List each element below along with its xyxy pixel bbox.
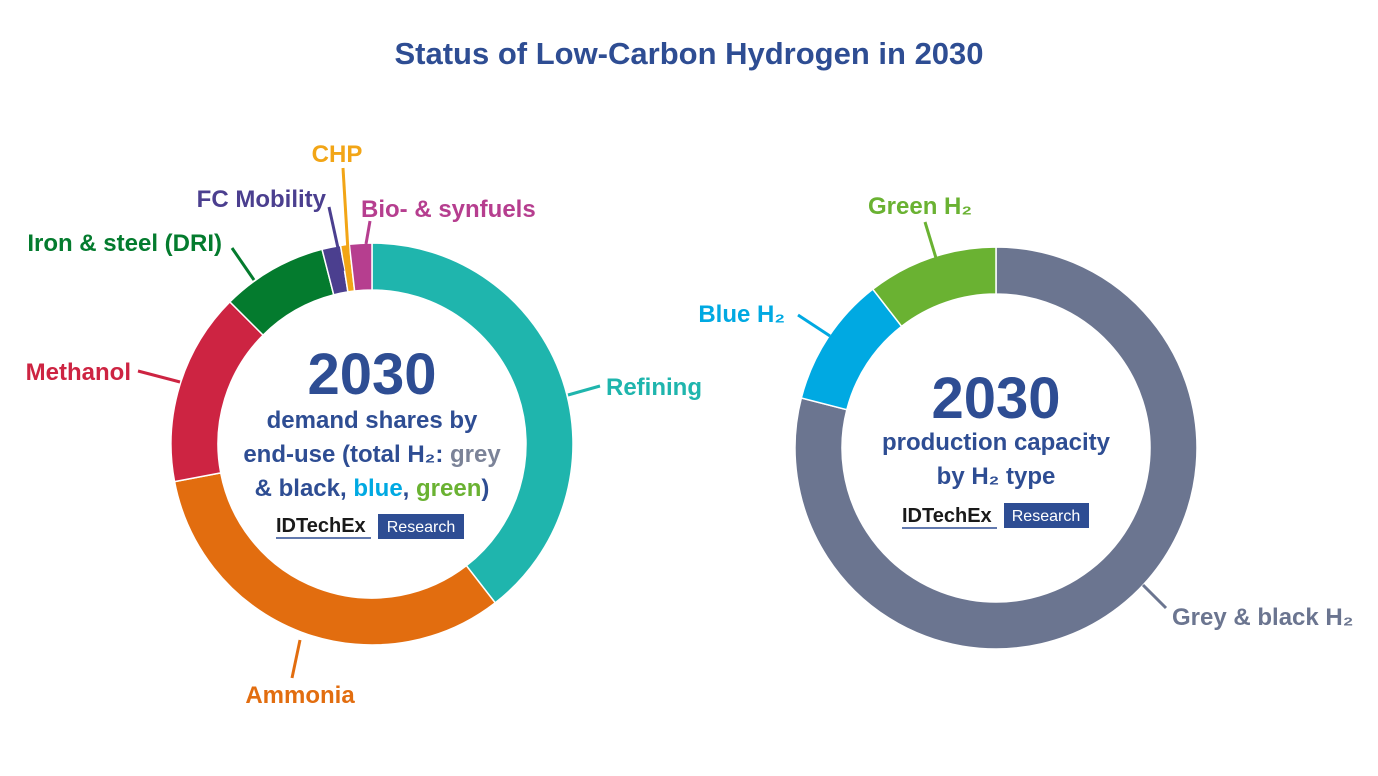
chart2-brand-logo: IDTechEx Research — [902, 503, 1089, 529]
chart1-center-line-3-suffix: ) — [481, 475, 489, 502]
chart1-leader-bio-synfuels — [364, 220, 372, 245]
chart2-leader-green-h — [923, 221, 938, 259]
chart1-brand-logo: IDTechEx Research — [276, 514, 464, 539]
chart1-center-green-word: green — [416, 475, 481, 502]
chart1-center-grey-word: grey — [450, 441, 501, 468]
chart1-leader-refining — [567, 384, 601, 397]
chart2-leader-blue-h — [797, 313, 831, 338]
chart1-label-methanol: Methanol — [26, 359, 131, 386]
chart2-brand-box — [1004, 503, 1089, 528]
chart1-slice-refining — [371, 242, 574, 604]
chart1-label-refining: Refining — [606, 374, 702, 401]
chart2-label-green-h: Green H₂ — [868, 193, 972, 220]
chart2-leader-grey-black-h — [1141, 583, 1168, 610]
chart2-label-blue-h: Blue H₂ — [698, 301, 785, 328]
chart1-leader-ammonia — [290, 639, 302, 679]
chart1-center-line-3: & black, blue, green) — [255, 475, 490, 502]
chart1-brand-box — [378, 514, 464, 539]
chart1-center-line-2a: end-use (total H₂: — [243, 441, 450, 468]
chart2-label-grey-black-h: Grey & black H₂ — [1172, 604, 1353, 631]
chart2-center-line-1: production capacity — [882, 429, 1111, 456]
chart1-brand-tag: Research — [387, 519, 455, 536]
chart2-brand-tag: Research — [1012, 508, 1080, 525]
chart1-label-fc-mobility: FC Mobility — [197, 186, 327, 213]
chart1-label-iron-steel-dri: Iron & steel (DRI) — [27, 230, 222, 257]
demand-donut-chart: Refining Ammonia Methanol Iron & steel (DRI… — [26, 141, 702, 709]
chart1-center-line-2: end-use (total H₂: grey — [243, 441, 501, 468]
chart1-leader-chp — [341, 167, 351, 269]
chart-title: Status of Low-Carbon Hydrogen in 2030 — [394, 36, 984, 71]
chart2-center-line-2: by H₂ type — [937, 463, 1056, 490]
chart1-center-line-3-prefix: & black, — [255, 475, 354, 502]
chart1-center-year: 2030 — [307, 342, 436, 407]
production-donut-chart: Grey & black H₂ Blue H₂ Green H₂ 2030 prod… — [698, 193, 1353, 650]
chart1-leader-fc-mobility — [327, 206, 345, 272]
chart2-brand-name: IDTechEx — [902, 505, 992, 527]
chart2-slice-green-h — [871, 246, 997, 328]
chart2-center-year: 2030 — [931, 366, 1060, 431]
chart1-label-ammonia: Ammonia — [245, 682, 355, 709]
chart1-brand-name: IDTechEx — [276, 515, 366, 537]
chart1-label-bio-synfuels: Bio- & synfuels — [361, 196, 536, 223]
chart1-center-line-1: demand shares by — [267, 407, 478, 434]
chart1-slice-bio-synfuels — [348, 242, 373, 292]
chart1-leader-iron-steel-dri — [230, 247, 256, 281]
chart1-label-chp: CHP — [312, 141, 363, 168]
chart2-slice-grey-black-h — [794, 246, 1198, 650]
chart1-center-blue-word: blue — [353, 475, 402, 502]
chart1-leader-methanol — [137, 369, 181, 384]
chart1-center-line-3-sep: , — [403, 475, 416, 502]
